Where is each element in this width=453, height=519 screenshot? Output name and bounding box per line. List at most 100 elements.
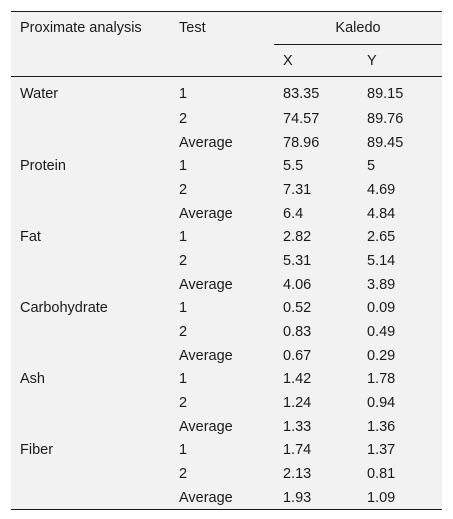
x-value-cell: 1.74: [283, 442, 312, 459]
x-value-cell: 6.4: [283, 205, 304, 222]
y-value-cell: 5: [367, 158, 376, 175]
table-row: Ash 1 1.42 1.78: [11, 368, 442, 392]
test-cell: 2: [179, 466, 188, 483]
y-value-cell: 0.94: [367, 395, 396, 412]
analysis-name-cell-empty: [11, 273, 170, 297]
header-empty-test: [170, 44, 274, 77]
table-row: Water 1 83.35 89.15: [11, 77, 442, 108]
analysis-name-cell-empty: [11, 415, 170, 439]
analysis-name-cell: Fiber: [20, 442, 54, 459]
analysis-name-cell: Protein: [20, 158, 66, 175]
header-kaledo: Kaledo: [274, 12, 442, 45]
x-value-cell: 1.24: [283, 395, 312, 412]
test-cell: 1: [179, 442, 188, 459]
test-cell: 1: [179, 229, 188, 246]
y-value-cell: 1.37: [367, 442, 396, 459]
table-row: 2 0.83 0.49: [11, 320, 442, 344]
analysis-name-cell-empty: [11, 391, 170, 415]
x-value-cell: 0.83: [283, 324, 312, 341]
header-empty-analysis: [11, 44, 170, 77]
x-value-cell: 1.33: [283, 418, 312, 435]
test-cell: Average: [179, 134, 233, 151]
x-value-cell: 78.96: [283, 134, 320, 151]
table-row: Average 1.93 1.09: [11, 486, 442, 510]
table-row: Average 6.4 4.84: [11, 202, 442, 226]
test-cell: 1: [179, 158, 188, 175]
x-value-cell: 1.42: [283, 371, 312, 388]
table-row: Average 0.67 0.29: [11, 344, 442, 368]
proximate-analysis-table-container: Proximate analysis Test Kaledo X Y Water…: [11, 11, 442, 510]
analysis-name-cell-empty: [11, 320, 170, 344]
y-value-cell: 0.09: [367, 300, 396, 317]
test-cell: 2: [179, 181, 188, 198]
table-row: 2 5.31 5.14: [11, 249, 442, 273]
table-row: Protein 1 5.5 5: [11, 154, 442, 178]
x-value-cell: 74.57: [283, 110, 320, 127]
analysis-name-cell: Fat: [20, 229, 41, 246]
header-y: Y: [358, 44, 442, 77]
test-cell: 1: [179, 371, 188, 388]
y-value-cell: 3.89: [367, 276, 396, 293]
table-row: 2 2.13 0.81: [11, 462, 442, 486]
test-cell: Average: [179, 205, 233, 222]
y-value-cell: 2.65: [367, 229, 396, 246]
y-value-cell: 0.49: [367, 324, 396, 341]
analysis-name-cell: Carbohydrate: [20, 300, 108, 317]
y-value-cell: 0.81: [367, 466, 396, 483]
table-row: Fiber 1 1.74 1.37: [11, 439, 442, 463]
analysis-name-cell: Water: [20, 85, 59, 102]
x-value-cell: 2.13: [283, 466, 312, 483]
table-row: Carbohydrate 1 0.52 0.09: [11, 297, 442, 321]
header-x: X: [274, 44, 358, 77]
analysis-name-cell-empty: [11, 131, 170, 155]
x-value-cell: 1.93: [283, 489, 312, 506]
analysis-name-cell-empty: [11, 486, 170, 510]
y-value-cell: 89.76: [367, 110, 404, 127]
x-value-cell: 0.52: [283, 300, 312, 317]
y-value-cell: 5.14: [367, 252, 396, 269]
y-value-cell: 4.69: [367, 181, 396, 198]
proximate-analysis-table: Proximate analysis Test Kaledo X Y Water…: [11, 12, 442, 510]
x-value-cell: 2.82: [283, 229, 312, 246]
analysis-name-cell: Ash: [20, 371, 45, 388]
test-cell: Average: [179, 418, 233, 435]
y-value-cell: 0.29: [367, 347, 396, 364]
test-cell: 1: [179, 300, 188, 317]
header-proximate-analysis: Proximate analysis: [20, 20, 142, 37]
analysis-name-cell-empty: [11, 178, 170, 202]
table-row: Average 1.33 1.36: [11, 415, 442, 439]
analysis-name-cell-empty: [11, 249, 170, 273]
y-value-cell: 4.84: [367, 205, 396, 222]
analysis-name-cell-empty: [11, 107, 170, 131]
y-value-cell: 1.36: [367, 418, 396, 435]
analysis-name-cell-empty: [11, 344, 170, 368]
table-header: Proximate analysis Test Kaledo X Y: [11, 12, 442, 77]
header-row-top: Proximate analysis Test Kaledo: [11, 12, 442, 45]
x-value-cell: 5.31: [283, 252, 312, 269]
x-value-cell: 0.67: [283, 347, 312, 364]
test-cell: 2: [179, 395, 188, 412]
table-row: Average 78.96 89.45: [11, 131, 442, 155]
test-cell: Average: [179, 276, 233, 293]
test-cell: Average: [179, 489, 233, 506]
table-row: Average 4.06 3.89: [11, 273, 442, 297]
y-value-cell: 89.15: [367, 85, 404, 102]
x-value-cell: 5.5: [283, 158, 304, 175]
x-value-cell: 83.35: [283, 85, 320, 102]
table-body: Water 1 83.35 89.15 2 74.57 89.76 Average 78.96 8…: [11, 77, 442, 510]
test-cell: 2: [179, 252, 188, 269]
table-row: Fat 1 2.82 2.65: [11, 225, 442, 249]
test-cell: 2: [179, 324, 188, 341]
header-row-sub: X Y: [11, 44, 442, 77]
y-value-cell: 89.45: [367, 134, 404, 151]
table-row: 2 7.31 4.69: [11, 178, 442, 202]
y-value-cell: 1.78: [367, 371, 396, 388]
x-value-cell: 7.31: [283, 181, 312, 198]
test-cell: Average: [179, 347, 233, 364]
table-row: 2 1.24 0.94: [11, 391, 442, 415]
header-test: Test: [179, 20, 206, 37]
test-cell: 2: [179, 110, 188, 127]
test-cell: 1: [179, 85, 188, 102]
analysis-name-cell-empty: [11, 202, 170, 226]
y-value-cell: 1.09: [367, 489, 396, 506]
